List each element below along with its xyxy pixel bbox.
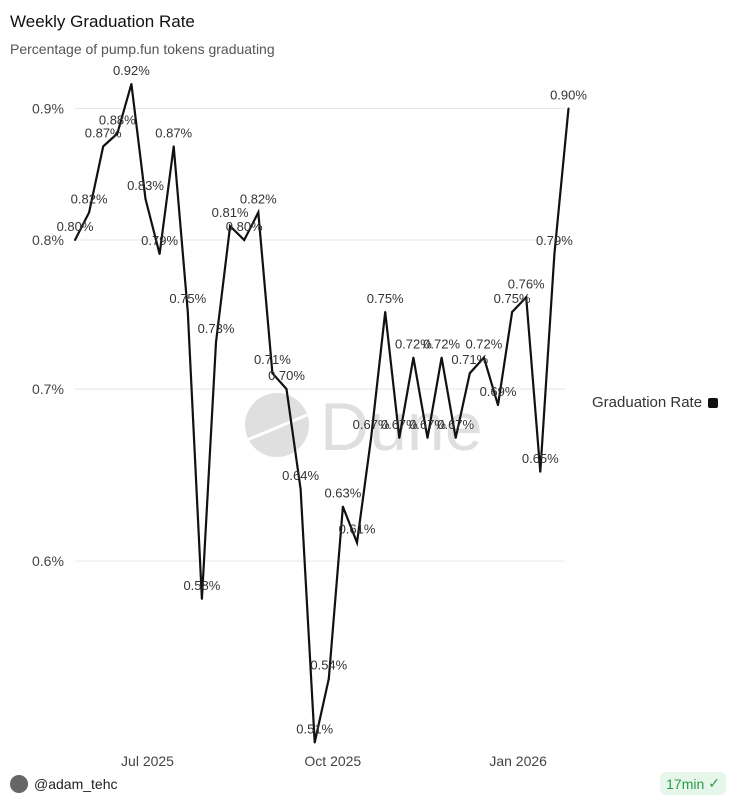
data-label: 0.67% [409, 417, 446, 432]
data-point [370, 436, 373, 439]
data-point [313, 741, 316, 744]
data-label: 0.75% [494, 291, 531, 306]
data-point [271, 372, 274, 375]
data-label: 0.67% [353, 417, 390, 432]
data-point [384, 311, 387, 314]
data-label: 0.61% [339, 522, 376, 537]
data-label: 0.72% [465, 337, 502, 352]
data-label: 0.73% [198, 321, 235, 336]
data-point [440, 356, 443, 359]
x-tick-label: Jul 2025 [121, 753, 174, 769]
data-label: 0.51% [296, 721, 333, 736]
data-label: 0.83% [127, 178, 164, 193]
data-point [158, 253, 161, 256]
data-point [468, 372, 471, 375]
freshness-badge: 17min ✓ [660, 772, 726, 795]
data-label: 0.69% [480, 384, 517, 399]
legend-label: Graduation Rate [592, 394, 703, 411]
data-label: 0.76% [508, 276, 545, 291]
data-point [144, 197, 147, 200]
data-point [102, 145, 105, 148]
y-tick-label: 0.8% [32, 232, 64, 248]
data-point [553, 253, 556, 256]
data-label: 0.71% [254, 352, 291, 367]
y-tick-label: 0.7% [32, 381, 64, 397]
data-point [172, 145, 175, 148]
data-point [539, 470, 542, 473]
y-tick-label: 0.9% [32, 101, 64, 117]
data-label: 0.79% [141, 233, 178, 248]
legend-swatch [708, 397, 719, 408]
data-point [299, 488, 302, 491]
data-point [398, 436, 401, 439]
footer: @adam_tehc [10, 775, 117, 793]
data-label: 0.70% [268, 368, 305, 383]
data-point [130, 83, 133, 86]
data-label: 0.54% [310, 658, 347, 673]
data-label: 0.64% [282, 468, 319, 483]
chart-title: Weekly Graduation Rate [10, 12, 195, 31]
data-label: 0.63% [324, 486, 361, 501]
data-label: 0.87% [85, 125, 122, 140]
data-label: 0.75% [169, 291, 206, 306]
data-point [454, 436, 457, 439]
data-point [482, 356, 485, 359]
data-label: 0.58% [183, 578, 220, 593]
data-label: 0.72% [423, 337, 460, 352]
data-label: 0.75% [367, 291, 404, 306]
data-label: 0.71% [451, 352, 488, 367]
chart-subtitle: Percentage of pump.fun tokens graduating [10, 41, 275, 57]
data-point [497, 404, 499, 407]
data-point [74, 239, 76, 241]
data-point [327, 677, 330, 680]
data-point [525, 296, 528, 299]
data-point [186, 311, 189, 314]
x-tick-label: Oct 2025 [304, 753, 361, 769]
data-point [88, 211, 91, 214]
data-label: 0.87% [155, 125, 192, 140]
data-point [229, 225, 232, 228]
watermark: Dune [245, 389, 483, 465]
data-label: 0.80% [226, 219, 263, 234]
y-tick-label: 0.6% [32, 553, 64, 569]
data-point [567, 107, 570, 110]
data-point [285, 388, 288, 391]
x-tick-label: Jan 2026 [489, 753, 547, 769]
avatar[interactable] [10, 775, 28, 793]
data-point [200, 597, 203, 600]
data-label: 0.80% [57, 219, 94, 234]
data-label: 0.92% [113, 63, 150, 78]
data-point [243, 239, 246, 241]
data-label: 0.82% [240, 191, 277, 206]
legend-item[interactable]: Graduation Rate [592, 394, 719, 411]
data-label: 0.81% [212, 205, 249, 220]
data-label: 0.72% [395, 337, 432, 352]
data-point [257, 211, 260, 214]
data-point [215, 341, 217, 344]
check-badge-icon: ✓ [708, 775, 720, 791]
data-point [426, 436, 429, 439]
data-label: 0.67% [381, 417, 418, 432]
data-point [356, 541, 358, 544]
data-point [341, 505, 344, 508]
series-line [74, 83, 570, 743]
data-point [116, 132, 119, 135]
data-label: 0.67% [437, 417, 474, 432]
data-label: 0.88% [99, 113, 136, 128]
author-link[interactable]: @adam_tehc [34, 776, 118, 792]
data-point [511, 311, 514, 314]
data-point [412, 356, 415, 359]
data-label: 0.79% [536, 233, 573, 248]
freshness-label: 17min [666, 775, 705, 792]
data-label: 0.65% [522, 451, 559, 466]
data-label: 0.90% [550, 88, 587, 103]
data-label: 0.82% [71, 191, 108, 206]
